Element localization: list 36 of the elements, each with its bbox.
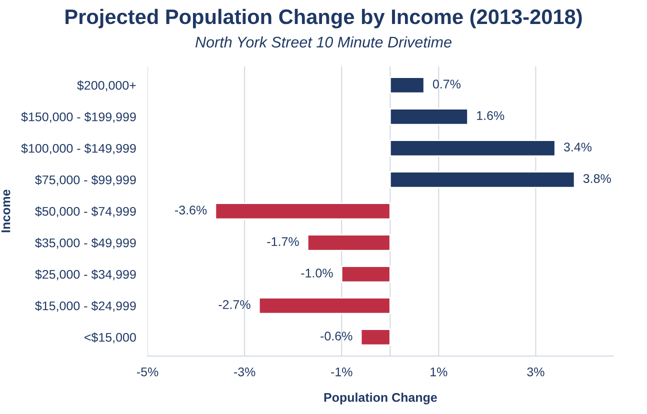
bar [340, 266, 391, 283]
data-label: -2.7% [218, 300, 250, 309]
y-tick-label: $100,000 - $149,999 [21, 143, 136, 154]
bar [306, 234, 391, 252]
y-tick-label: $200,000+ [77, 80, 136, 92]
data-label: 1.6% [477, 111, 504, 120]
data-label: 3.8% [583, 174, 611, 183]
data-label: 0.7% [432, 80, 460, 88]
data-label: 3.4% [564, 142, 592, 152]
x-tick-label: 3% [527, 367, 544, 376]
data-label: -1.7% [267, 237, 299, 246]
y-tick-label: $25,000 - $34,999 [35, 269, 136, 280]
y-tick-label: $35,000 - $49,999 [35, 238, 136, 249]
bar [258, 297, 391, 314]
bar [389, 76, 425, 94]
y-tick-label: $50,000 - $74,999 [35, 206, 136, 218]
data-label: -1.0% [301, 268, 333, 278]
chart-title: Projected Population Change by Income (2013-2018) [66, 8, 582, 28]
x-axis-title: Population Change [324, 392, 437, 404]
y-tick-label: <$15,000 [84, 332, 136, 344]
y-axis-title: Income [2, 190, 10, 232]
data-label: -3.6% [175, 206, 207, 214]
y-tick-label: $15,000 - $24,999 [35, 300, 136, 312]
y-tick-label: $75,000 - $99,999 [35, 174, 136, 186]
bar [389, 140, 556, 157]
bar [360, 328, 391, 346]
x-tick-label: 1% [430, 368, 448, 376]
bar [214, 202, 391, 220]
x-tick-label: -5% [136, 368, 158, 376]
y-tick-label: $150,000 - $199,999 [21, 112, 136, 123]
x-tick-label: -1% [331, 368, 352, 376]
chart-subtitle: North York Street 10 Minute Drivetime [195, 36, 452, 48]
x-tick-label: -3% [234, 367, 256, 376]
bar [389, 171, 576, 188]
bar [389, 108, 468, 126]
data-label: -0.6% [320, 332, 352, 340]
